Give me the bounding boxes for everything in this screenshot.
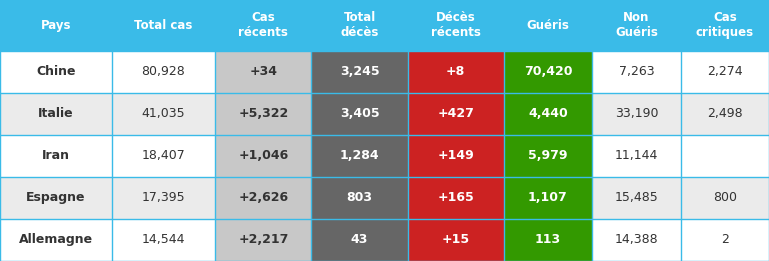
Bar	[311, 219, 408, 261]
Text: 7,263: 7,263	[618, 66, 654, 78]
Text: +2,626: +2,626	[238, 192, 288, 204]
Bar	[592, 51, 681, 93]
Bar	[681, 51, 769, 93]
Text: 1,107: 1,107	[528, 192, 568, 204]
Text: 11,144: 11,144	[614, 150, 658, 162]
Bar	[504, 135, 592, 177]
Bar	[408, 0, 504, 51]
Bar	[592, 0, 681, 51]
Text: 18,407: 18,407	[141, 150, 185, 162]
Bar	[215, 93, 311, 135]
Bar	[408, 51, 504, 93]
Bar	[681, 0, 769, 51]
Bar	[592, 93, 681, 135]
Text: Allemagne: Allemagne	[18, 234, 93, 246]
Bar	[112, 177, 215, 219]
Text: 43: 43	[351, 234, 368, 246]
Bar	[592, 135, 681, 177]
Bar	[408, 135, 504, 177]
Text: Total cas: Total cas	[135, 19, 192, 32]
Text: 803: 803	[347, 192, 372, 204]
Text: 2: 2	[721, 234, 729, 246]
Bar	[0, 93, 112, 135]
Bar	[681, 135, 769, 177]
Text: 2,274: 2,274	[707, 66, 743, 78]
Bar	[681, 219, 769, 261]
Text: 3,245: 3,245	[340, 66, 379, 78]
Text: 2,498: 2,498	[707, 108, 743, 120]
Text: 1,284: 1,284	[340, 150, 379, 162]
Bar	[0, 0, 112, 51]
Bar	[592, 177, 681, 219]
Bar	[681, 93, 769, 135]
Text: +1,046: +1,046	[238, 150, 288, 162]
Bar	[504, 0, 592, 51]
Bar	[311, 0, 408, 51]
Text: 14,544: 14,544	[141, 234, 185, 246]
Text: Italie: Italie	[38, 108, 74, 120]
Text: Iran: Iran	[42, 150, 70, 162]
Text: Non
Guéris: Non Guéris	[615, 11, 657, 39]
Bar	[504, 51, 592, 93]
Text: 113: 113	[535, 234, 561, 246]
Text: Espagne: Espagne	[26, 192, 85, 204]
Text: 3,405: 3,405	[340, 108, 379, 120]
Text: Total
décès: Total décès	[341, 11, 378, 39]
Bar	[112, 219, 215, 261]
Text: +8: +8	[446, 66, 465, 78]
Bar	[112, 51, 215, 93]
Text: 17,395: 17,395	[141, 192, 185, 204]
Text: 800: 800	[713, 192, 737, 204]
Bar	[215, 0, 311, 51]
Text: +427: +427	[438, 108, 474, 120]
Text: Cas
critiques: Cas critiques	[696, 11, 754, 39]
Bar	[112, 135, 215, 177]
Bar	[0, 135, 112, 177]
Bar	[311, 93, 408, 135]
Bar	[504, 219, 592, 261]
Text: 33,190: 33,190	[614, 108, 658, 120]
Bar	[215, 219, 311, 261]
Text: Pays: Pays	[41, 19, 71, 32]
Bar	[215, 51, 311, 93]
Text: Décès
récents: Décès récents	[431, 11, 481, 39]
Bar	[408, 219, 504, 261]
Bar	[112, 93, 215, 135]
Text: 70,420: 70,420	[524, 66, 572, 78]
Bar	[504, 93, 592, 135]
Text: 4,440: 4,440	[528, 108, 568, 120]
Text: +15: +15	[441, 234, 470, 246]
Bar	[0, 51, 112, 93]
Bar	[0, 177, 112, 219]
Bar	[311, 135, 408, 177]
Bar	[592, 219, 681, 261]
Text: +5,322: +5,322	[238, 108, 288, 120]
Bar	[408, 177, 504, 219]
Text: 15,485: 15,485	[614, 192, 658, 204]
Text: +2,217: +2,217	[238, 234, 288, 246]
Text: 14,388: 14,388	[614, 234, 658, 246]
Bar	[681, 177, 769, 219]
Bar	[408, 93, 504, 135]
Bar	[311, 177, 408, 219]
Bar	[311, 51, 408, 93]
Text: 41,035: 41,035	[141, 108, 185, 120]
Bar	[215, 135, 311, 177]
Bar	[215, 177, 311, 219]
Text: Guéris: Guéris	[527, 19, 569, 32]
Text: Chine: Chine	[36, 66, 75, 78]
Text: +165: +165	[438, 192, 474, 204]
Text: +149: +149	[438, 150, 474, 162]
Text: Cas
récents: Cas récents	[238, 11, 288, 39]
Text: 80,928: 80,928	[141, 66, 185, 78]
Bar	[112, 0, 215, 51]
Bar	[504, 177, 592, 219]
Text: +34: +34	[249, 66, 278, 78]
Bar	[0, 219, 112, 261]
Text: 5,979: 5,979	[528, 150, 568, 162]
